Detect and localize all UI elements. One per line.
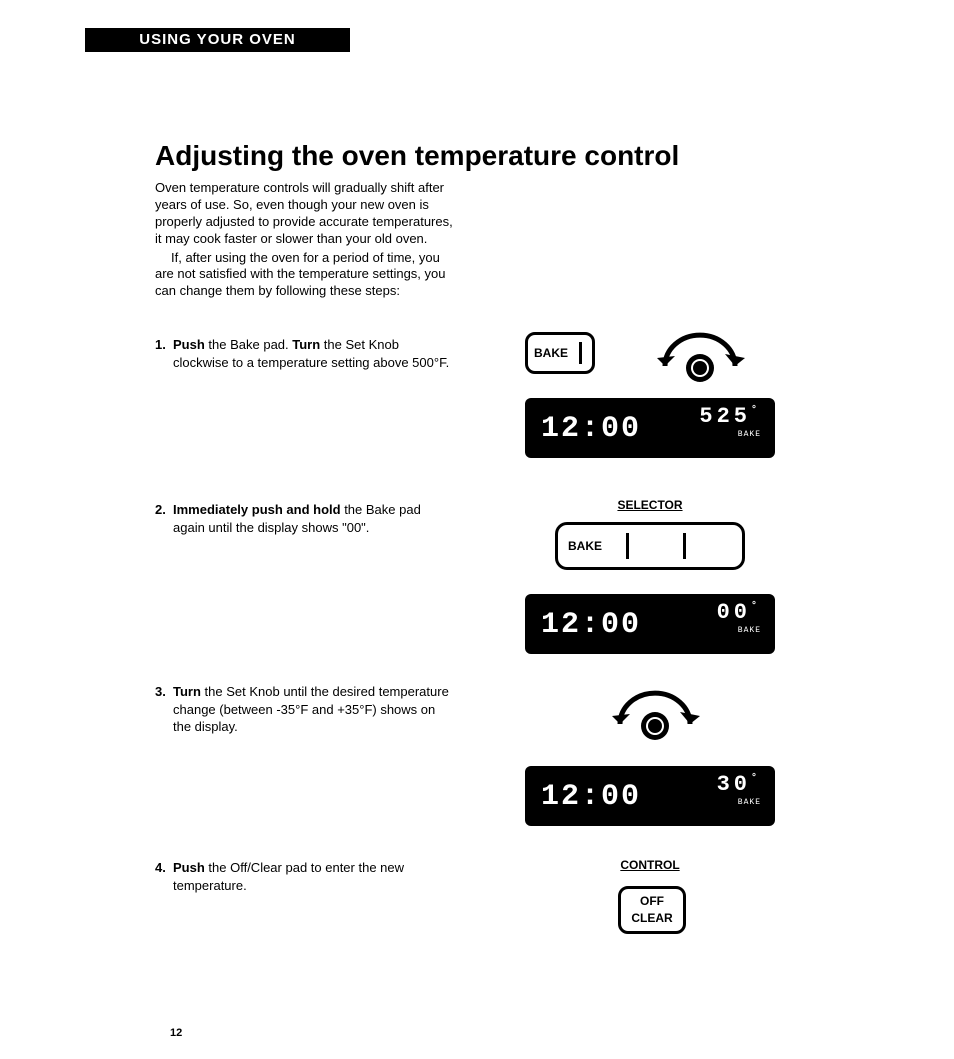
- led-display-2: 12:00 00° BAKE: [525, 594, 775, 654]
- led1-deg: °: [751, 405, 761, 416]
- bake-pad-icon: BAKE: [525, 332, 595, 374]
- led2-temp: 00: [717, 600, 751, 625]
- control-title: CONTROL: [600, 858, 700, 872]
- led-display-3: 12:00 30° BAKE: [525, 766, 775, 826]
- led2-deg: °: [751, 601, 761, 612]
- step-3-number: 3.: [155, 683, 173, 701]
- page-title: Adjusting the oven temperature control: [155, 140, 679, 172]
- step-3-bold-a: Turn: [173, 684, 201, 699]
- led3-deg: °: [751, 773, 761, 784]
- clear-label: CLEAR: [621, 910, 683, 927]
- step-2-bold-a: Immediately push and hold: [173, 502, 341, 517]
- step-1-bold-c: Turn: [292, 337, 320, 352]
- knob-cw-icon: [645, 322, 745, 384]
- step-1-text-b: the Bake pad.: [205, 337, 292, 352]
- bake-pad-indicator: [579, 342, 582, 364]
- selector-tick-2: [683, 533, 686, 559]
- step-4: 4. Push the Off/Clear pad to enter the n…: [155, 859, 455, 894]
- step2-selector-pad: BAKE: [555, 522, 745, 570]
- offclear-pad-icon: OFF CLEAR: [618, 886, 686, 934]
- step1-knob: [645, 322, 745, 384]
- led3-time: 12:00: [541, 780, 641, 814]
- step-3: 3. Turn the Set Knob until the desired t…: [155, 683, 455, 736]
- knob-icon: [600, 680, 700, 742]
- led-display-1: 12:00 525° BAKE: [525, 398, 775, 458]
- step-1-number: 1.: [155, 336, 173, 354]
- bake-pad-label: BAKE: [534, 346, 568, 360]
- step1-bake-pad: BAKE: [525, 332, 595, 374]
- led3-temp: 30: [717, 772, 751, 797]
- selector-pad-icon: BAKE: [555, 522, 745, 570]
- selector-bake-label: BAKE: [568, 539, 602, 553]
- intro-p2: If, after using the oven for a period of…: [155, 250, 455, 301]
- step-4-bold-a: Push: [173, 860, 205, 875]
- led1-time: 12:00: [541, 412, 641, 446]
- selector-tick-1: [626, 533, 629, 559]
- step-1-bold-a: Push: [173, 337, 205, 352]
- step-4-text-b: the Off/Clear pad to enter the new tempe…: [173, 860, 404, 893]
- step-2: 2. Immediately push and hold the Bake pa…: [155, 501, 455, 536]
- step3-knob: [600, 680, 700, 742]
- step-2-number: 2.: [155, 501, 173, 519]
- step-3-text-b: the Set Knob until the desired temperatu…: [173, 684, 449, 734]
- step-1: 1. Push the Bake pad. Turn the Set Knob …: [155, 336, 455, 371]
- selector-label-wrap: SELECTOR: [555, 498, 745, 512]
- led1-temp: 525: [699, 404, 751, 429]
- section-header: USING YOUR OVEN: [85, 28, 350, 52]
- led3-sub: BAKE: [717, 798, 761, 807]
- intro-text: Oven temperature controls will gradually…: [155, 180, 455, 302]
- off-label: OFF: [621, 893, 683, 910]
- led2-sub: BAKE: [717, 626, 761, 635]
- step-4-number: 4.: [155, 859, 173, 877]
- page-number: 12: [170, 1027, 182, 1039]
- intro-p1: Oven temperature controls will gradually…: [155, 180, 455, 248]
- offclear-pad: OFF CLEAR: [618, 886, 686, 934]
- control-label-wrap: CONTROL: [600, 858, 700, 872]
- led1-sub: BAKE: [699, 430, 761, 439]
- led2-time: 12:00: [541, 608, 641, 642]
- selector-title: SELECTOR: [555, 498, 745, 512]
